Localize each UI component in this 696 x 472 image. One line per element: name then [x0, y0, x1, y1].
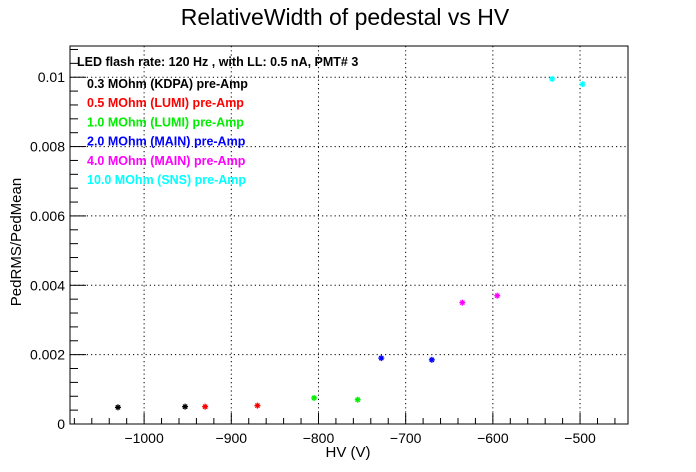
legend-entry: 10.0 MOhm (SNS) pre-Amp: [87, 173, 246, 187]
marker-stroke: [429, 357, 435, 363]
marker-stroke: [459, 300, 465, 306]
marker-stroke: [311, 395, 317, 401]
y-axis-label: PedRMS/PedMean: [8, 178, 25, 306]
marker-stroke: [378, 355, 384, 361]
x-tick-label: −700: [390, 430, 422, 446]
y-tick-label: 0.004: [30, 277, 65, 293]
x-axis: −1000 −900 −800 −700 −600 −500: [73, 413, 616, 446]
chart-title: RelativeWidth of pedestal vs HV: [181, 4, 510, 30]
marker-stroke: [202, 404, 208, 410]
data-point-series-0: [182, 403, 189, 410]
legend-entry: 0.5 MOhm (LUMI) pre-Amp: [87, 96, 244, 110]
data-point-series-4: [494, 292, 501, 299]
y-tick-label: 0.002: [30, 347, 65, 363]
marker-stroke: [580, 81, 586, 87]
marker-stroke: [254, 403, 261, 409]
x-tick-label: −800: [303, 430, 335, 446]
data-point-series-2: [354, 396, 361, 403]
x-axis-label: HV (V): [326, 444, 371, 461]
y-tick-label: 0: [57, 416, 65, 432]
legend-entry: 0.3 MOhm (KDPA) pre-Amp: [87, 77, 248, 91]
marker-stroke: [549, 76, 555, 82]
x-tick-label: −500: [564, 430, 596, 446]
y-tick-label: 0.008: [30, 139, 65, 155]
y-axis: 0 0.002 0.004 0.006 0.008 0.01: [30, 48, 86, 432]
marker-stroke: [182, 404, 188, 410]
data-point-series-0: [114, 404, 121, 411]
x-tick-label: −600: [477, 430, 509, 446]
data-point-series-4: [459, 299, 466, 306]
legend-entry: 2.0 MOhm (MAIN) pre-Amp: [87, 135, 246, 149]
data-point-series-3: [378, 355, 385, 362]
marker-stroke: [494, 293, 500, 299]
plot-frame: [69, 45, 629, 425]
legend-entry: 4.0 MOhm (MAIN) pre-Amp: [87, 154, 246, 168]
marker-stroke: [355, 397, 361, 403]
x-tick-label: −1000: [124, 430, 164, 446]
data-point-series-5: [579, 81, 586, 88]
legend-header: LED flash rate: 120 Hz , with LL: 0.5 nA…: [77, 55, 358, 69]
data-points: [114, 75, 586, 411]
data-point-series-1: [254, 402, 261, 409]
y-tick-label: 0.006: [30, 208, 65, 224]
legend-entry: 1.0 MOhm (LUMI) pre-Amp: [87, 115, 244, 129]
grid-lines: [70, 46, 628, 424]
y-tick-label: 0.01: [38, 69, 65, 85]
data-point-series-3: [428, 356, 435, 363]
legend: LED flash rate: 120 Hz , with LL: 0.5 nA…: [77, 55, 358, 187]
marker-stroke: [115, 404, 121, 410]
data-point-series-2: [311, 394, 318, 401]
x-tick-label: −900: [216, 430, 248, 446]
data-point-series-5: [549, 75, 556, 82]
data-point-series-1: [202, 403, 209, 410]
